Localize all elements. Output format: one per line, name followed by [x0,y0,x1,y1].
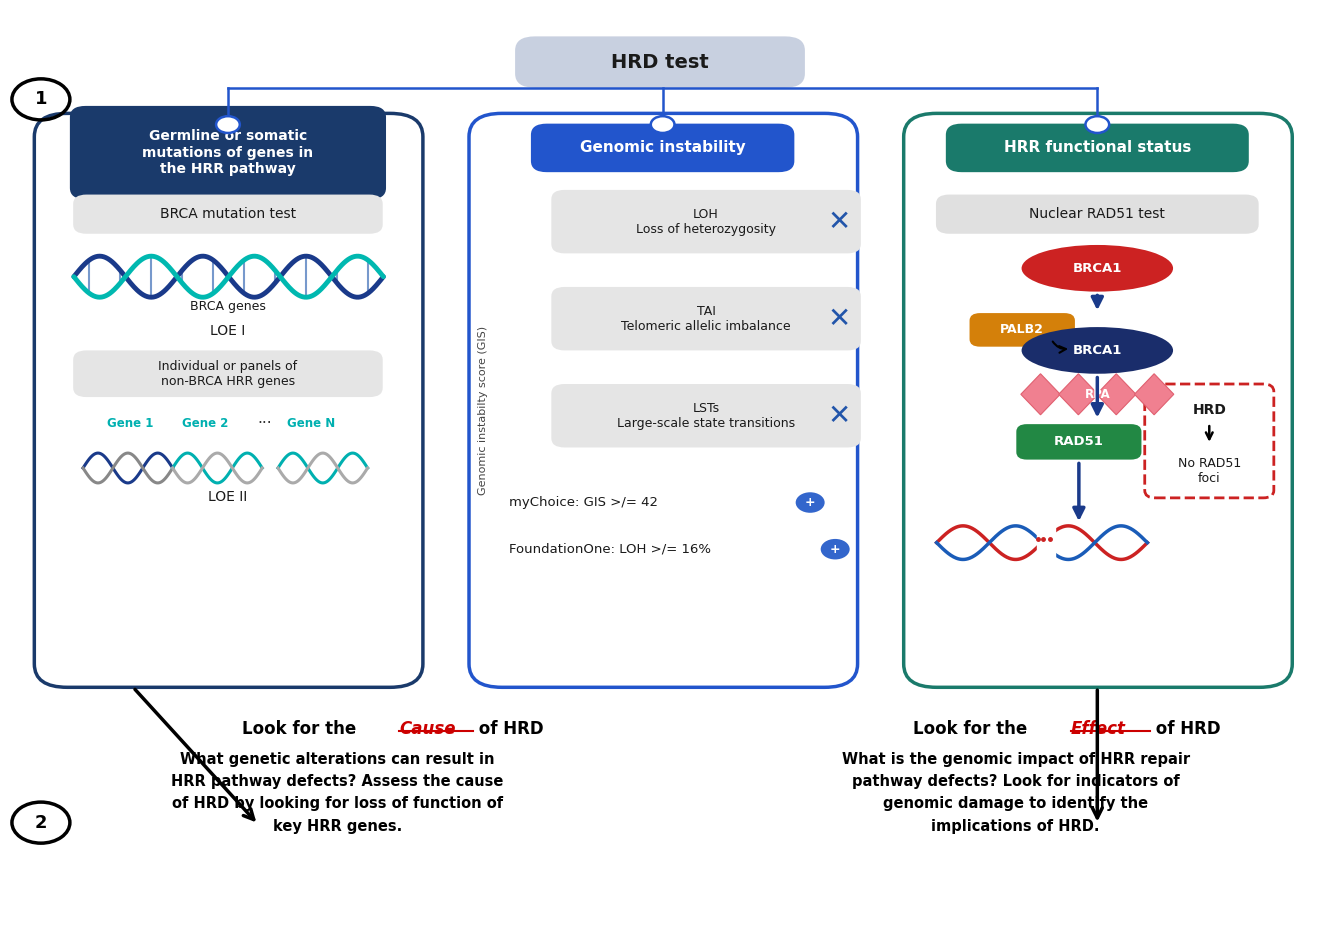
Text: of HRD by looking for loss of function of: of HRD by looking for loss of function o… [172,797,503,812]
Polygon shape [1134,373,1173,415]
FancyBboxPatch shape [552,190,861,254]
Text: 2: 2 [34,813,48,831]
Text: BRCA1: BRCA1 [1073,262,1122,275]
Ellipse shape [1022,245,1173,292]
FancyBboxPatch shape [531,124,795,172]
Text: +: + [830,543,841,556]
Text: HRD test: HRD test [611,52,709,71]
Text: Gene 2: Gene 2 [182,417,228,430]
Text: +: + [805,496,816,509]
Text: key HRR genes.: key HRR genes. [273,819,401,834]
Text: 1: 1 [34,91,48,109]
Text: What is the genomic impact of HRR repair: What is the genomic impact of HRR repair [842,752,1189,767]
Text: What genetic alterations can result in: What genetic alterations can result in [180,752,495,767]
Text: LOH
Loss of heterozygosity: LOH Loss of heterozygosity [636,208,776,236]
FancyArrowPatch shape [1053,342,1065,353]
FancyBboxPatch shape [552,287,861,350]
FancyBboxPatch shape [936,195,1259,234]
Text: of HRD: of HRD [1150,720,1221,738]
Text: pathway defects? Look for indicators of: pathway defects? Look for indicators of [851,774,1180,789]
Text: myChoice: GIS >/= 42: myChoice: GIS >/= 42 [508,496,661,509]
Text: RPA: RPA [1085,388,1110,401]
FancyBboxPatch shape [1144,384,1274,498]
FancyBboxPatch shape [970,313,1074,346]
FancyBboxPatch shape [515,37,805,88]
Text: BRCA1: BRCA1 [1073,344,1122,357]
Circle shape [821,539,850,560]
Text: Look for the: Look for the [913,720,1034,738]
Text: ✕: ✕ [828,208,851,236]
Text: of HRD: of HRD [473,720,544,738]
FancyBboxPatch shape [73,195,383,234]
Text: LOE II: LOE II [209,490,248,504]
Text: No RAD51
foci: No RAD51 foci [1177,457,1241,485]
Text: Gene 1: Gene 1 [107,417,153,430]
Text: ✕: ✕ [828,305,851,332]
Text: Germline or somatic
mutations of genes in
the HRR pathway: Germline or somatic mutations of genes i… [143,129,314,176]
Text: FoundationOne: LOH >/= 16%: FoundationOne: LOH >/= 16% [508,543,714,556]
Text: genomic damage to identify the: genomic damage to identify the [883,797,1148,812]
Text: HRD: HRD [1192,403,1226,417]
Circle shape [1085,116,1109,133]
Circle shape [796,492,825,513]
Text: LOE I: LOE I [210,324,246,338]
FancyBboxPatch shape [946,124,1249,172]
Polygon shape [1059,373,1098,415]
FancyBboxPatch shape [34,113,422,687]
Text: implications of HRD.: implications of HRD. [932,819,1100,834]
Text: BRCA genes: BRCA genes [190,300,265,313]
Ellipse shape [1022,327,1173,373]
Polygon shape [1097,373,1137,415]
Text: Gene N: Gene N [286,417,335,430]
FancyBboxPatch shape [1016,424,1142,460]
FancyBboxPatch shape [70,106,385,199]
Circle shape [216,116,240,133]
Text: HRR functional status: HRR functional status [1003,140,1191,155]
Text: Genomic instability: Genomic instability [579,140,746,155]
FancyBboxPatch shape [904,113,1292,687]
Text: BRCA mutation test: BRCA mutation test [160,207,296,221]
Text: LSTs
Large-scale state transitions: LSTs Large-scale state transitions [616,402,795,430]
FancyBboxPatch shape [73,350,383,397]
Text: Look for the: Look for the [243,720,363,738]
Text: TAI
Telomeric allelic imbalance: TAI Telomeric allelic imbalance [622,305,791,332]
Text: Nuclear RAD51 test: Nuclear RAD51 test [1030,207,1166,221]
FancyBboxPatch shape [469,113,858,687]
Text: Genomic instabilty score (GIS): Genomic instabilty score (GIS) [478,326,488,495]
FancyBboxPatch shape [552,384,861,447]
Polygon shape [1020,373,1060,415]
Text: PALB2: PALB2 [1001,323,1044,336]
Text: RAD51: RAD51 [1053,435,1104,448]
Text: HRR pathway defects? Assess the cause: HRR pathway defects? Assess the cause [172,774,503,789]
Text: ···: ··· [257,416,272,431]
Circle shape [651,116,675,133]
Text: Effect: Effect [1071,720,1126,738]
Text: Cause: Cause [399,720,455,738]
Text: Individual or panels of
non-BRCA HRR genes: Individual or panels of non-BRCA HRR gen… [158,359,297,388]
Text: ✕: ✕ [828,402,851,430]
